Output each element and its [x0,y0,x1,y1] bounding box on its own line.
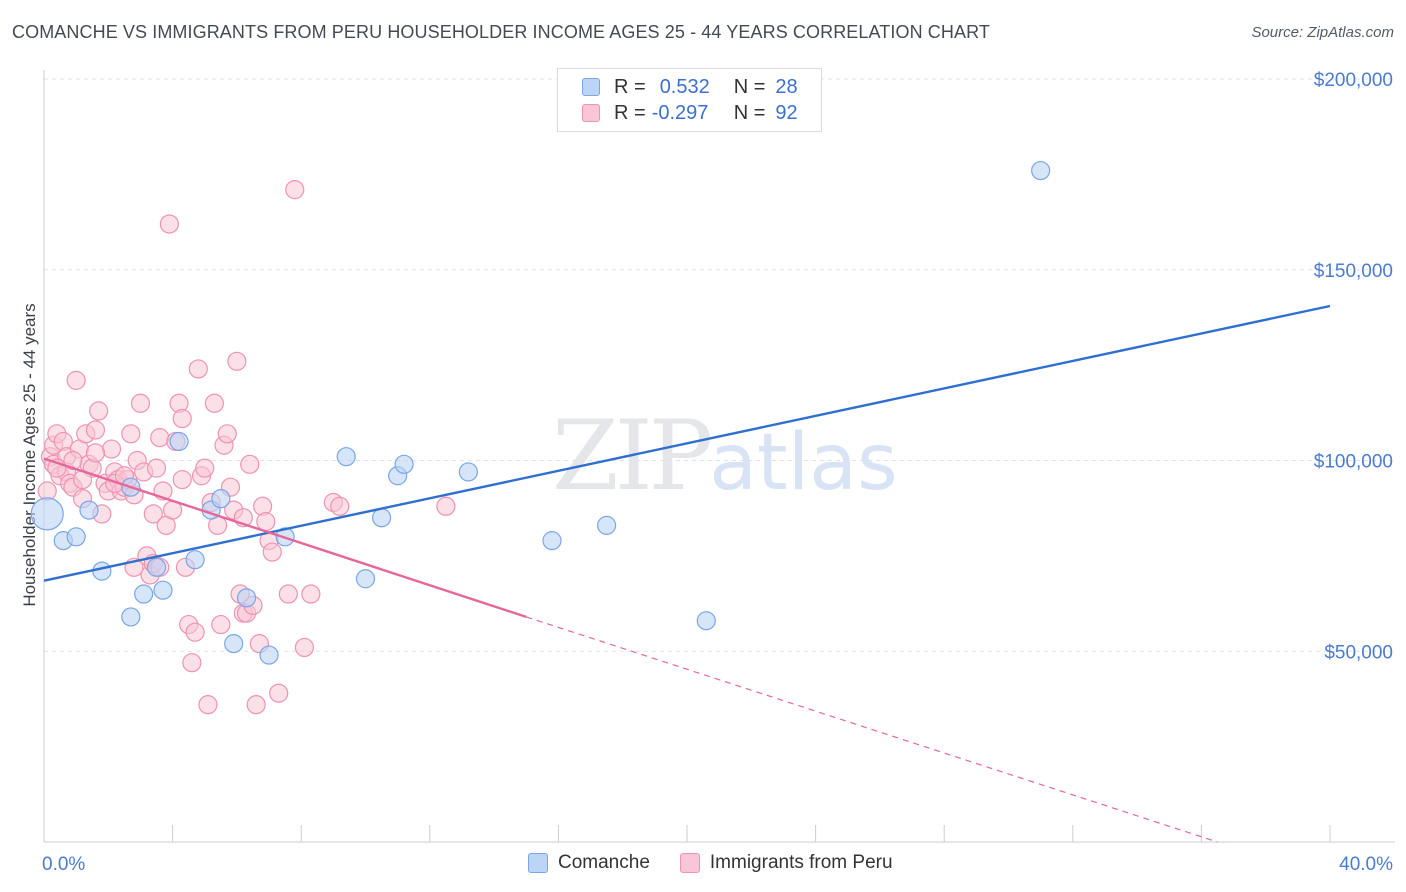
legend-r-label: R = [614,101,646,124]
peru-point [85,420,106,440]
comanche-point [30,497,64,531]
source-label: Source: ZipAtlas.com [1251,24,1394,41]
legend-row-peru: R = -0.297 N = 92 [582,101,798,125]
comanche-swatch [582,78,600,96]
peru-point [172,469,192,490]
legend-item-comanche: Comanche [528,852,650,874]
comanche-point [1031,160,1051,181]
peru-point [159,214,179,234]
peru-point [85,443,106,463]
peru-point [240,454,260,474]
comanche-point [236,588,257,608]
comanche-point [211,489,231,509]
comanche-point [185,550,205,570]
comanche-trend-line [43,304,1331,582]
comanche-point [696,611,716,631]
peru-point [195,458,215,478]
peru-point [121,424,141,444]
peru-point [172,408,192,429]
comanche-point [224,634,244,654]
peru-point [89,401,109,421]
peru-point [278,584,298,604]
peru-point [301,584,321,604]
comanche-point [371,508,392,528]
comanche-point [153,580,173,600]
peru-swatch [582,104,600,122]
comanche-point [169,431,189,452]
y-tick-label: $150,000 [1314,261,1393,282]
peru-trend-line [43,457,527,619]
legend-row-comanche: R = 0.532 N = 28 [582,75,798,99]
y-tick-label: $50,000 [1324,642,1393,663]
peru-point [63,450,83,471]
comanche-point [92,561,112,581]
peru-point [101,439,122,459]
legend-r-label: R = [614,75,646,98]
peru-point [182,653,202,673]
peru-point [198,695,218,715]
peru-point [294,637,315,658]
y-tick-label: $200,000 [1314,70,1393,91]
peru-point [66,370,86,390]
peru-point [262,542,282,562]
peru-point [146,458,167,478]
peru-point [256,511,276,532]
comanche-point [134,584,154,604]
legend-n-value: 92 [775,101,798,124]
legend-item-peru: Immigrants from Peru [679,852,893,874]
comanche-point [146,557,167,577]
peru-point [330,496,350,516]
peru-point [227,351,247,371]
legend-n-label: N = [733,75,766,98]
legend-label-comanche: Comanche [558,852,650,873]
peru-point [150,428,170,448]
peru-point [143,504,163,524]
comanche-point [66,527,86,547]
series-legend: Comanche Immigrants from Peru [528,852,923,874]
peru-point [211,614,231,635]
legend-r-value: -0.297 [651,101,709,124]
peru-point [246,695,266,715]
comanche-point [394,454,414,474]
comanche-point [121,607,141,627]
peru-point [436,496,456,516]
legend-label-peru: Immigrants from Peru [709,852,893,873]
peru-trend-extension [526,616,1218,843]
x-tick-label: 40.0% [1339,854,1393,875]
comanche-point [355,569,376,589]
peru-point [217,424,237,444]
correlation-legend: R = 0.532 N = 28 R = -0.297 N = 92 [557,68,822,132]
comanche-point [79,500,99,520]
legend-r-value: 0.532 [659,75,710,98]
peru-point [188,359,208,379]
comanche-point [336,447,356,467]
legend-n-value: 28 [775,75,798,98]
peru-point [285,180,305,200]
legend-n-label: N = [733,101,766,124]
comanche-point [542,531,562,551]
peru-swatch [679,853,700,873]
comanche-point [597,515,617,535]
comanche-point [259,645,279,665]
comanche-point [458,462,478,482]
peru-point [204,393,224,413]
y-axis-title: Householder Income Ages 25 - 44 years [20,303,39,606]
chart-title: COMANCHE VS IMMIGRANTS FROM PERU HOUSEHO… [12,22,990,42]
comanche-swatch [528,853,548,873]
y-tick-label: $100,000 [1314,452,1393,473]
peru-point [269,683,289,703]
peru-point [130,393,151,413]
peru-point [185,622,205,642]
x-tick-label: 0.0% [42,854,85,875]
